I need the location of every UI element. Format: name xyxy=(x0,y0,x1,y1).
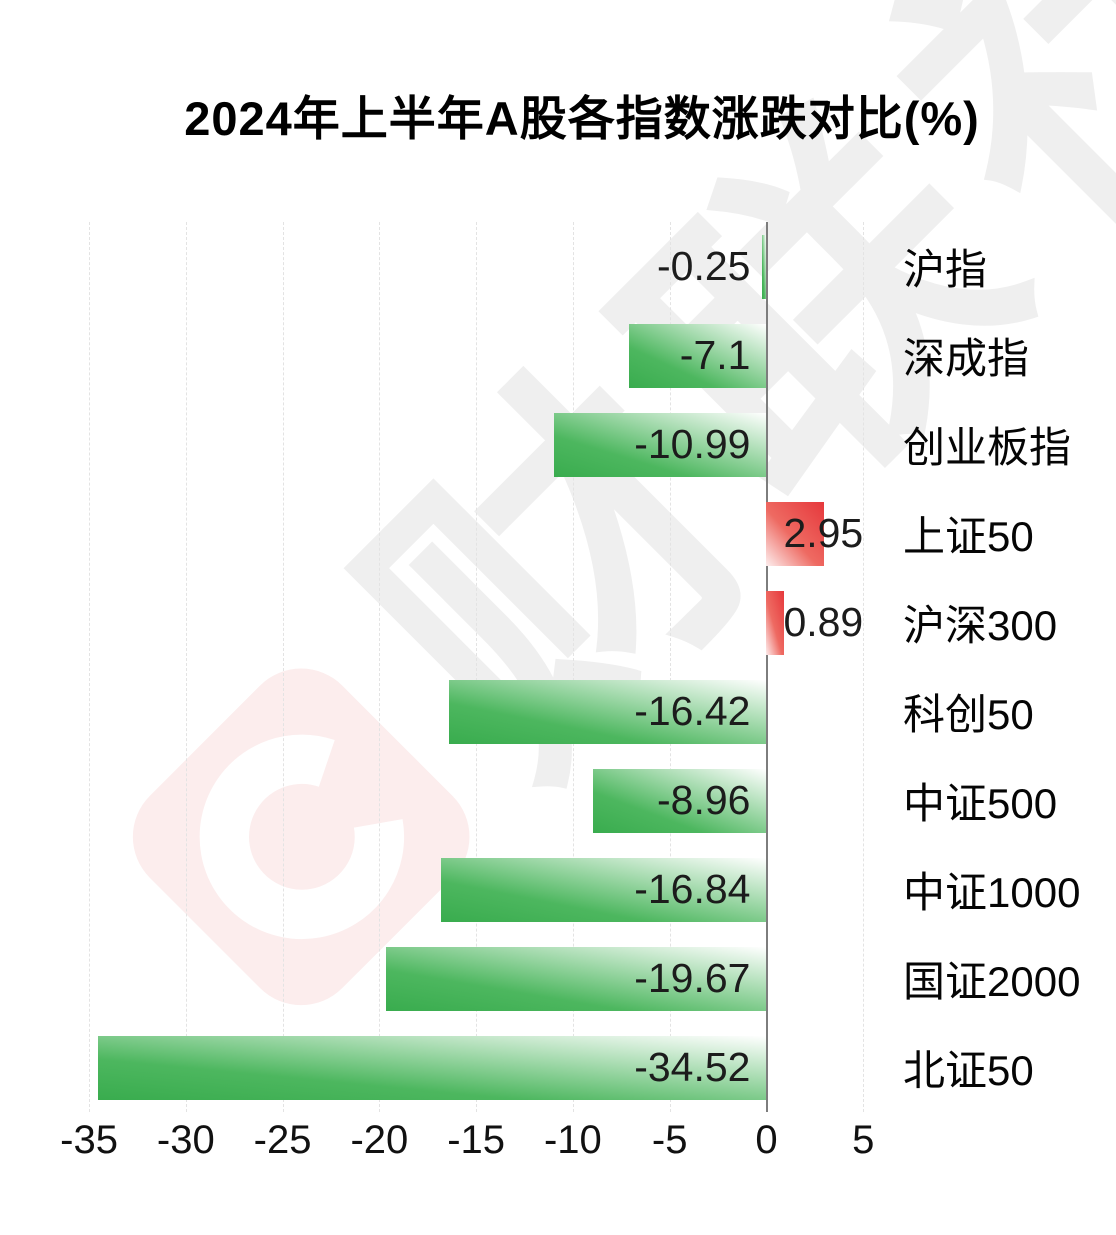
bar-科创50 xyxy=(448,679,767,744)
category-label-沪深300: 沪深300 xyxy=(903,602,1058,649)
gridline xyxy=(572,222,574,1112)
bar-北证50 xyxy=(98,1035,767,1100)
x-tick-label: -5 xyxy=(651,1118,688,1162)
x-tick-label: 0 xyxy=(755,1118,778,1162)
x-tick-label: -35 xyxy=(60,1118,118,1162)
value-label: -19.67 xyxy=(634,955,751,1001)
value-label: -8.96 xyxy=(657,777,751,823)
chart-title: 2024年上半年A股各指数涨跌对比(%) xyxy=(184,92,980,145)
category-label-沪指: 沪指 xyxy=(903,246,988,293)
value-label: 0.89 xyxy=(783,599,864,645)
value-label: -10.99 xyxy=(634,421,751,467)
plot-area: -0.25 -7.1 -10.99 2.95 0.89 -16.42 -8.96 -16.84… xyxy=(60,222,900,1112)
category-label-中证500: 中证500 xyxy=(903,780,1058,827)
x-tick-label: 5 xyxy=(852,1118,875,1162)
category-label-科创50: 科创50 xyxy=(903,691,1034,738)
bar-沪指 xyxy=(761,234,767,299)
category-label-深成指: 深成指 xyxy=(903,335,1030,382)
gridline xyxy=(282,222,284,1112)
category-label-北证50: 北证50 xyxy=(903,1047,1034,1094)
gridline xyxy=(185,222,187,1112)
bar-中证500 xyxy=(593,768,767,833)
x-tick-label: -10 xyxy=(543,1118,602,1162)
value-label: 2.95 xyxy=(783,510,864,556)
bar-中证1000 xyxy=(440,857,767,922)
x-tick-label: -30 xyxy=(156,1118,215,1162)
category-label-创业板指: 创业板指 xyxy=(903,424,1072,471)
value-label: -34.52 xyxy=(634,1044,751,1090)
value-label: -16.42 xyxy=(634,688,751,734)
gridline xyxy=(89,222,91,1112)
bar-沪深300 xyxy=(766,590,784,655)
category-label-国证2000: 国证2000 xyxy=(903,958,1081,1005)
bar-深成指 xyxy=(629,323,767,388)
gridline xyxy=(669,222,671,1112)
bar-创业板指 xyxy=(553,412,767,477)
x-tick-label: -20 xyxy=(350,1118,409,1162)
bar-上证50 xyxy=(766,501,824,566)
gridline xyxy=(379,222,381,1112)
value-label: -7.1 xyxy=(679,332,751,378)
category-label-上证50: 上证50 xyxy=(903,513,1034,560)
value-label: -16.84 xyxy=(634,866,751,912)
x-tick-label: -15 xyxy=(447,1118,506,1162)
x-tick-label: -25 xyxy=(253,1118,312,1162)
gridline xyxy=(863,222,865,1112)
zero-line xyxy=(766,222,769,1112)
category-label-中证1000: 中证1000 xyxy=(903,869,1081,916)
value-label: -0.25 xyxy=(657,243,751,289)
